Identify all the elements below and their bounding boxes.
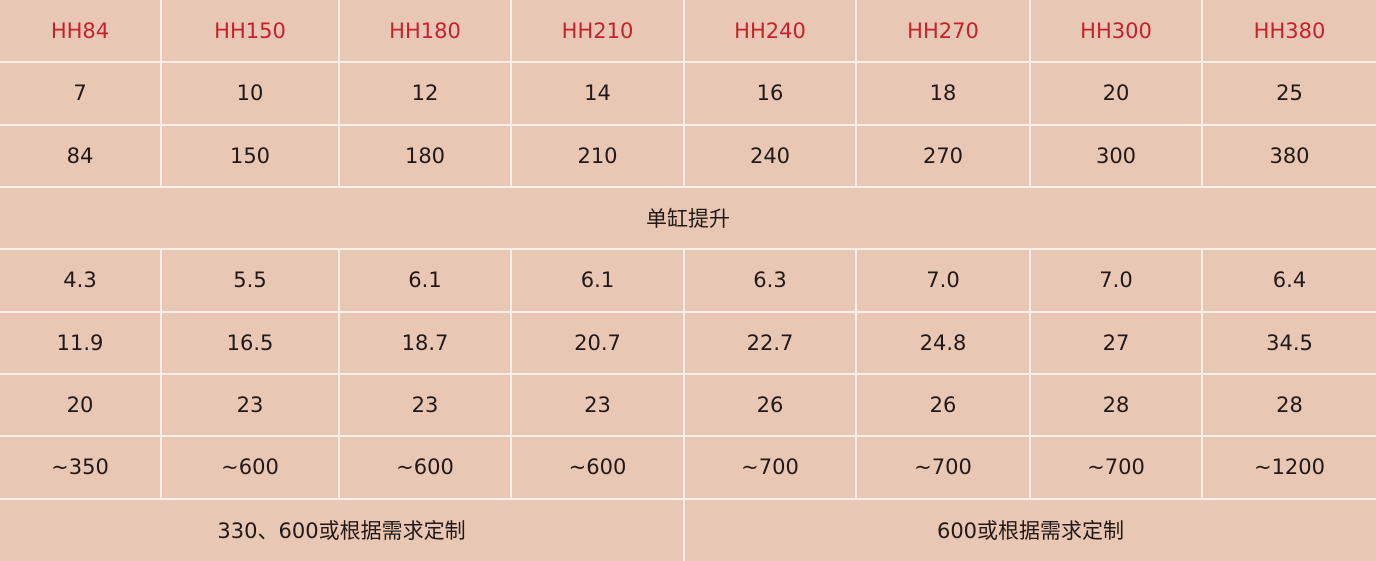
table-cell: ~700 [855, 435, 1031, 500]
table-cell: 4.3 [0, 248, 162, 313]
header-row: HH84 HH150 HH180 HH210 HH240 HH270 HH300 HH380 [0, 0, 1376, 64]
table-row: 11.9 16.5 18.7 20.7 22.7 24.8 27 34.5 [0, 310, 1376, 375]
table-cell: 210 [510, 123, 685, 188]
table-cell: 23 [510, 372, 685, 438]
table-cell: ~700 [1029, 435, 1203, 500]
table-cell: 10 [160, 61, 340, 126]
table-cell: 24.8 [855, 310, 1031, 375]
table-cell: 7 [0, 61, 162, 126]
merged-cell: 单缸提升 [0, 185, 1376, 251]
table-row: ~350 ~600 ~600 ~600 ~700 ~700 ~700 ~1200 [0, 435, 1376, 500]
table-row: 单缸提升 [0, 185, 1376, 251]
header-cell: HH240 [683, 0, 857, 64]
header-cell: HH150 [160, 0, 340, 64]
table-row: 20 23 23 23 26 26 28 28 [0, 372, 1376, 438]
table-cell: 380 [1201, 123, 1376, 188]
table-cell: 18 [855, 61, 1031, 126]
table-cell: 6.1 [510, 248, 685, 313]
header-cell: HH210 [510, 0, 685, 64]
table-cell: ~700 [683, 435, 857, 500]
table-cell: 6.1 [338, 248, 512, 313]
table-cell: ~350 [0, 435, 162, 500]
table-cell: 28 [1201, 372, 1376, 438]
table-cell: 84 [0, 123, 162, 188]
table-cell: 11.9 [0, 310, 162, 375]
table-cell: 6.4 [1201, 248, 1376, 313]
header-cell: HH84 [0, 0, 162, 64]
table-cell: 18.7 [338, 310, 512, 375]
table-cell: 180 [338, 123, 512, 188]
header-cell: HH300 [1029, 0, 1203, 64]
table-cell: 5.5 [160, 248, 340, 313]
table-cell: ~600 [510, 435, 685, 500]
table-cell: 20.7 [510, 310, 685, 375]
table-cell: 16 [683, 61, 857, 126]
table-cell: 12 [338, 61, 512, 126]
table-row: 4.3 5.5 6.1 6.1 6.3 7.0 7.0 6.4 [0, 248, 1376, 313]
table-cell: 25 [1201, 61, 1376, 126]
table-cell: 23 [160, 372, 340, 438]
table-row: 7 10 12 14 16 18 20 25 [0, 61, 1376, 126]
table-cell: ~600 [338, 435, 512, 500]
merged-cell: 600或根据需求定制 [683, 497, 1376, 561]
table-cell: 20 [1029, 61, 1203, 126]
table-cell: 26 [855, 372, 1031, 438]
table-cell: 7.0 [855, 248, 1031, 313]
table-cell: 22.7 [683, 310, 857, 375]
table-cell: 16.5 [160, 310, 340, 375]
table-cell: 20 [0, 372, 162, 438]
header-cell: HH180 [338, 0, 512, 64]
table-cell: ~1200 [1201, 435, 1376, 500]
table-row: 330、600或根据需求定制 600或根据需求定制 [0, 497, 1376, 561]
table-cell: 26 [683, 372, 857, 438]
table-row: 84 150 180 210 240 270 300 380 [0, 123, 1376, 188]
table-cell: ~600 [160, 435, 340, 500]
table-cell: 240 [683, 123, 857, 188]
table-cell: 150 [160, 123, 340, 188]
table-cell: 270 [855, 123, 1031, 188]
table-cell: 7.0 [1029, 248, 1203, 313]
table-cell: 27 [1029, 310, 1203, 375]
table-cell: 14 [510, 61, 685, 126]
header-cell: HH380 [1201, 0, 1376, 64]
header-cell: HH270 [855, 0, 1031, 64]
table-cell: 6.3 [683, 248, 857, 313]
table-cell: 34.5 [1201, 310, 1376, 375]
merged-cell: 330、600或根据需求定制 [0, 497, 685, 561]
table-cell: 300 [1029, 123, 1203, 188]
table-cell: 23 [338, 372, 512, 438]
table-cell: 28 [1029, 372, 1203, 438]
